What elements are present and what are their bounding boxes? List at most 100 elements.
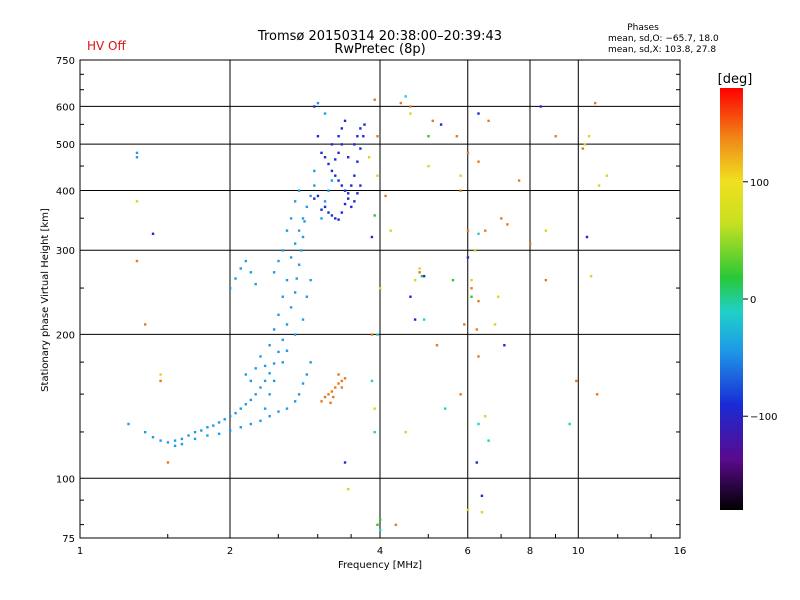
data-point — [143, 430, 147, 434]
data-point — [585, 235, 589, 239]
data-point — [159, 379, 162, 383]
scatter-points — [127, 95, 609, 532]
data-point — [289, 217, 293, 220]
data-point — [439, 123, 443, 126]
data-point — [334, 217, 337, 220]
data-point — [493, 323, 497, 326]
data-point — [159, 373, 162, 376]
data-point — [285, 278, 289, 282]
y-tick-label: 75 — [62, 534, 75, 545]
data-point — [305, 373, 309, 376]
x-tick-label: 4 — [377, 546, 383, 557]
data-point — [340, 379, 344, 383]
data-point — [313, 184, 316, 187]
data-point — [334, 386, 337, 389]
data-point — [376, 333, 379, 336]
data-point — [340, 211, 344, 214]
data-point — [337, 373, 340, 376]
data-point — [173, 444, 177, 448]
data-point — [143, 323, 147, 326]
data-point — [517, 179, 521, 182]
data-point — [373, 98, 376, 101]
data-point — [259, 419, 262, 423]
data-point — [135, 259, 139, 263]
data-point — [373, 430, 376, 434]
data-point — [420, 274, 424, 278]
data-point — [323, 395, 327, 399]
data-point — [327, 393, 330, 396]
chart-title: Tromsø 20150314 20:38:00–20:39:43 — [257, 29, 502, 44]
data-point — [303, 220, 306, 223]
data-point — [595, 393, 599, 396]
data-point — [327, 162, 330, 166]
data-point — [272, 379, 276, 383]
data-point — [330, 214, 334, 217]
colorbar-unit-label: [deg] — [718, 72, 753, 87]
data-point — [206, 426, 209, 429]
data-point — [249, 422, 253, 426]
data-point — [285, 229, 289, 232]
data-point — [413, 278, 417, 282]
data-point — [159, 439, 162, 442]
data-point — [539, 105, 542, 108]
data-point — [418, 267, 421, 270]
phase-stats-x: mean, sd,X: 103.8, 27.8 — [608, 45, 716, 55]
hv-status-label: HV Off — [87, 39, 126, 53]
data-point — [316, 101, 320, 105]
data-point — [367, 156, 371, 159]
data-point — [356, 135, 359, 138]
data-point — [413, 318, 417, 321]
data-point — [466, 508, 470, 511]
data-point — [285, 349, 289, 352]
colorbar-tick-label: −100 — [750, 412, 777, 423]
data-point — [330, 390, 334, 393]
data-point — [487, 439, 490, 442]
data-point — [337, 151, 340, 155]
data-point — [466, 229, 470, 232]
data-point — [297, 189, 301, 192]
data-point — [244, 259, 248, 263]
data-point — [506, 223, 509, 226]
data-point — [323, 205, 327, 209]
data-point — [409, 112, 412, 115]
data-point — [277, 410, 280, 413]
data-point — [373, 214, 376, 217]
data-point — [239, 407, 242, 410]
data-point — [281, 295, 284, 298]
data-point — [568, 422, 571, 426]
data-point — [217, 421, 221, 424]
data-point — [459, 174, 462, 177]
data-point — [466, 256, 470, 259]
plot-area-frame — [79, 59, 681, 539]
data-point — [254, 367, 257, 370]
data-point — [340, 143, 344, 146]
data-point — [370, 333, 374, 336]
data-point — [313, 105, 316, 108]
data-point — [379, 287, 382, 290]
data-point — [309, 361, 312, 364]
data-point — [229, 287, 232, 290]
data-point — [301, 235, 305, 239]
data-point — [544, 278, 548, 282]
data-point — [587, 135, 591, 138]
data-point — [254, 393, 257, 396]
x-tick-label: 1 — [77, 546, 83, 557]
data-point — [484, 414, 487, 418]
data-point — [480, 494, 484, 497]
data-point — [330, 143, 334, 146]
data-point — [340, 127, 344, 130]
data-point — [477, 112, 480, 115]
data-point — [127, 422, 130, 426]
data-point — [337, 179, 340, 182]
data-point — [305, 295, 309, 298]
phase-stats-o: mean, sd,O: −65.7, 18.0 — [608, 34, 719, 44]
data-point — [151, 232, 155, 235]
data-point — [353, 174, 356, 177]
data-point — [316, 194, 320, 198]
data-point — [320, 217, 323, 220]
data-point — [320, 151, 323, 155]
data-point — [313, 169, 316, 173]
data-point — [404, 95, 407, 98]
x-axis-label: Frequency [MHz] — [338, 560, 422, 571]
y-tick-label: 100 — [56, 474, 75, 485]
